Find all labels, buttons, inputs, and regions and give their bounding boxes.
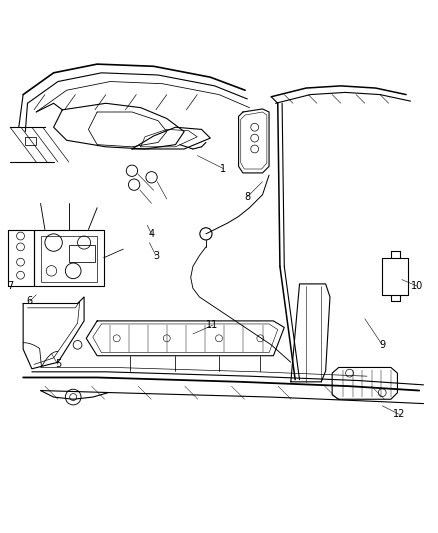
Text: 12: 12 bbox=[393, 409, 406, 419]
Text: 5: 5 bbox=[55, 359, 61, 369]
Text: 1: 1 bbox=[220, 164, 226, 174]
Bar bbox=[25, 137, 36, 144]
Text: 6: 6 bbox=[27, 296, 33, 306]
Text: 9: 9 bbox=[379, 340, 385, 350]
Text: 11: 11 bbox=[206, 320, 219, 330]
Bar bbox=[41, 236, 97, 282]
Text: 10: 10 bbox=[411, 281, 423, 291]
Bar bbox=[69, 245, 95, 262]
Text: 4: 4 bbox=[148, 229, 155, 239]
Text: 8: 8 bbox=[244, 192, 251, 202]
Text: 7: 7 bbox=[7, 281, 13, 291]
Text: 3: 3 bbox=[153, 251, 159, 261]
